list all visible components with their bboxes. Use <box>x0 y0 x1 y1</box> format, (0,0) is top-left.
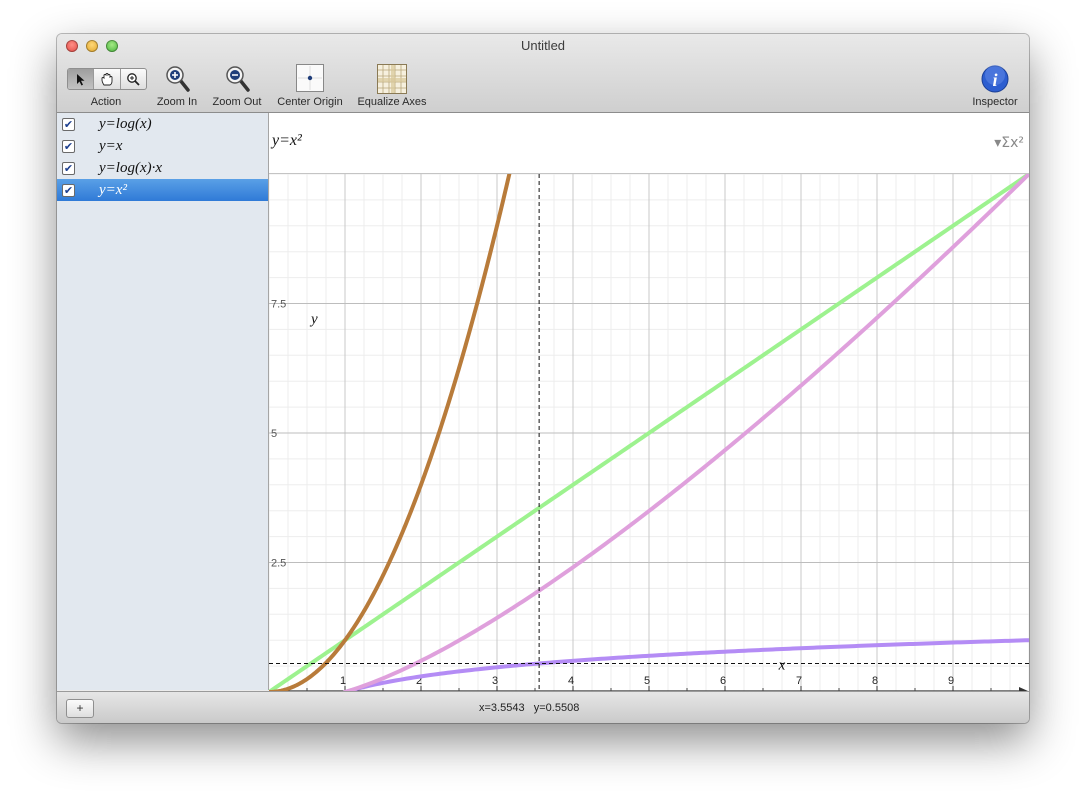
x-tick-label: 7 <box>796 675 802 687</box>
y-tick-label: 2.5 <box>271 558 286 570</box>
equation-text: y=x² <box>99 181 127 198</box>
curve-1 <box>267 172 1029 694</box>
x-tick-label: 2 <box>416 675 422 687</box>
x-tick-label: 8 <box>872 675 878 687</box>
equation-text: y=log(x)·x <box>99 159 163 176</box>
y-tick-label: 5 <box>271 428 277 440</box>
zoom-button[interactable] <box>106 40 118 52</box>
equation-checkbox[interactable]: ✔ <box>62 139 75 153</box>
hand-tool-icon[interactable] <box>94 69 121 89</box>
window-title: Untitled <box>520 38 566 53</box>
equation-checkbox[interactable]: ✔ <box>62 183 75 197</box>
x-tick-label: 4 <box>568 675 574 687</box>
curve-0 <box>343 638 1029 694</box>
status-bar: + x=3.5543 y=0.5508 <box>57 691 1029 723</box>
add-equation-button[interactable]: + <box>66 699 94 718</box>
x-tick-label: 6 <box>720 675 726 687</box>
equalize-axes-label: Equalize Axes <box>357 96 427 108</box>
action-label: Action <box>90 96 122 108</box>
y-tick-label: 7.5 <box>271 299 286 311</box>
zoom-in-icon <box>166 66 190 92</box>
equation-row-xlogx[interactable]: ✔ y=log(x)·x <box>57 157 268 179</box>
graph-canvas[interactable]: 1 2 3 4 5 6 7 8 9 2.5 5 7.5 x y <box>267 152 1029 695</box>
svg-text:i: i <box>992 70 997 90</box>
x-axis-label: x <box>778 657 786 673</box>
minimize-button[interactable] <box>86 40 98 52</box>
y-axis-label: y <box>309 312 318 328</box>
action-segmented-control[interactable] <box>67 68 147 90</box>
equation-row-log[interactable]: ✔ y=log(x) <box>57 113 268 135</box>
x-tick-label: 1 <box>340 675 346 687</box>
zoom-out-label: Zoom Out <box>212 96 262 108</box>
equation-checkbox[interactable]: ✔ <box>62 117 75 131</box>
equation-row-square[interactable]: ✔ y=x² <box>57 179 268 201</box>
center-origin-label: Center Origin <box>277 96 343 108</box>
equalize-axes-icon <box>377 64 407 94</box>
equation-checkbox[interactable]: ✔ <box>62 161 75 175</box>
info-icon: i <box>981 65 1009 93</box>
x-tick-label: 9 <box>948 675 954 687</box>
zoom-tool-icon[interactable] <box>121 69 146 89</box>
x-tick-label: 3 <box>492 675 498 687</box>
cursor-coordinates: x=3.5543 y=0.5508 <box>479 702 580 714</box>
equation-row-linear[interactable]: ✔ y=x <box>57 135 268 157</box>
zoom-out-icon <box>226 66 250 92</box>
close-button[interactable] <box>66 40 78 52</box>
inspector-label: Inspector <box>972 96 1018 108</box>
title-bar: Untitled Action <box>57 34 1029 113</box>
equation-list: ✔ y=log(x) ✔ y=x ✔ y=log(x)·x ✔ y=x² <box>57 113 269 690</box>
x-tick-label: 5 <box>644 675 650 687</box>
arrow-tool-icon[interactable] <box>68 69 95 89</box>
equation-text: y=log(x) <box>99 115 152 132</box>
curve-2 <box>343 172 1029 694</box>
sigma-menu-icon[interactable]: ▾Σx² <box>994 135 1024 151</box>
curve-3 <box>267 152 516 694</box>
editor-equation-text[interactable]: y=x² <box>272 132 302 149</box>
center-origin-icon <box>296 64 324 92</box>
equation-text: y=x <box>99 137 123 154</box>
zoom-in-label: Zoom In <box>156 96 198 108</box>
app-window: Untitled Action <box>57 34 1029 723</box>
graph-svg[interactable]: 1 2 3 4 5 6 7 8 9 2.5 5 7.5 x y <box>267 152 1029 695</box>
equation-editor[interactable]: y=x² ▾Σx² <box>269 113 1029 174</box>
